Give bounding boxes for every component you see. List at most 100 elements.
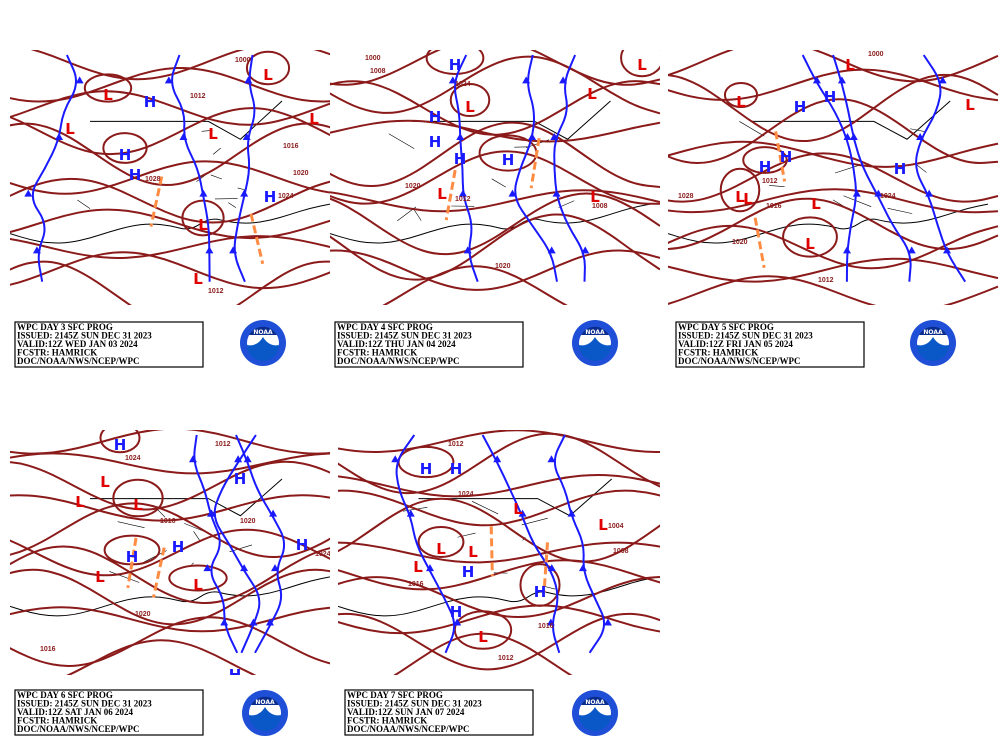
pressure-center: L <box>811 195 821 213</box>
border <box>90 100 283 140</box>
state-line <box>193 531 201 541</box>
isobar-ring <box>417 526 465 558</box>
pressure-center: H <box>420 460 433 478</box>
pressure-center: L <box>309 110 319 128</box>
pressure-center: H <box>114 436 127 454</box>
isobar-ring <box>112 478 164 518</box>
pressure-center: H <box>126 548 139 566</box>
pressure-center: L <box>513 500 523 518</box>
info-line: DOC/NOAA/NWS/NCEP/WPC <box>347 724 470 734</box>
isobar <box>338 497 660 563</box>
front-barb <box>508 189 517 197</box>
front-barb <box>849 133 858 140</box>
isobar-label: 1012 <box>455 196 471 203</box>
trough <box>529 137 541 189</box>
isobar-ring <box>519 563 561 607</box>
front-barb <box>943 246 952 254</box>
isobar-label: 1012 <box>762 178 778 185</box>
isobar-label: 1024 <box>315 551 331 558</box>
logo-top <box>251 696 279 705</box>
front-barb <box>493 455 502 463</box>
isobar-ring <box>83 73 133 103</box>
pressure-center: L <box>805 235 815 253</box>
pressure-center: H <box>296 536 309 554</box>
pressure-center: H <box>229 666 242 684</box>
state-line <box>769 185 785 188</box>
front-barb <box>938 76 947 84</box>
state-line <box>77 199 91 209</box>
state-line <box>915 163 927 173</box>
trough <box>149 176 164 227</box>
trough <box>774 131 787 182</box>
pressure-center: H <box>172 538 185 556</box>
info-line: VALID:12Z WED JAN 03 2024 <box>17 339 138 349</box>
pressure-center: H <box>119 146 132 164</box>
isobar <box>10 90 330 126</box>
pressure-center: H <box>449 56 462 74</box>
logo-text: NOAA <box>585 329 605 336</box>
front-barb <box>32 246 41 254</box>
isobar-ring <box>742 146 788 174</box>
pressure-center: L <box>133 496 143 514</box>
isobar-label: 1024 <box>278 193 294 200</box>
state-line <box>109 571 140 583</box>
front-barb <box>458 189 467 197</box>
border <box>418 478 613 517</box>
isobar <box>393 632 573 675</box>
pressure-center: L <box>100 473 110 491</box>
isobar-label: 1008 <box>370 68 386 75</box>
cold-front <box>915 54 967 283</box>
state-line <box>228 202 237 208</box>
front-barb <box>907 246 916 254</box>
pressure-center: L <box>468 543 478 561</box>
front-barb <box>205 246 214 254</box>
front-barb <box>220 618 229 626</box>
info-line: VALID:12Z FRI JAN 05 2024 <box>678 339 793 349</box>
isobar-label: 1012 <box>498 655 514 662</box>
isobar-label: 1004 <box>608 523 624 530</box>
isobar <box>10 251 330 290</box>
pressure-center: L <box>437 185 447 203</box>
isobar <box>382 265 568 305</box>
isobar <box>668 68 999 102</box>
front-barb <box>24 189 33 197</box>
isobar <box>338 576 660 618</box>
state-line <box>201 130 213 132</box>
info-line: DOC/NOAA/NWS/NCEP/WPC <box>678 356 801 366</box>
logo-top <box>919 326 947 335</box>
isobar-label: 1016 <box>538 623 554 630</box>
isobar-label: 1024 <box>455 81 471 88</box>
logo-wave <box>917 337 949 361</box>
cold-front <box>801 54 857 282</box>
front-barb <box>547 246 556 254</box>
cold-front <box>235 434 286 654</box>
pressure-center: L <box>103 86 113 104</box>
cold-front <box>481 434 561 654</box>
isobar <box>330 119 660 143</box>
isobar <box>330 213 660 281</box>
isobar-label: 1020 <box>293 170 309 177</box>
cold-front <box>31 54 77 282</box>
front-barb <box>243 455 252 463</box>
front-barb <box>843 133 852 140</box>
logo-text: NOAA <box>255 699 275 706</box>
isobar <box>338 430 660 454</box>
logo-top <box>581 326 609 335</box>
front-barb <box>837 76 846 84</box>
info-line: FCSTR: HAMRICK <box>17 348 97 358</box>
state-line <box>887 207 913 214</box>
trough <box>753 217 766 268</box>
info-line: DOC/NOAA/NWS/NCEP/WPC <box>17 356 140 366</box>
pressure-center: H <box>234 470 247 488</box>
trough <box>249 213 265 265</box>
isobar <box>330 192 660 256</box>
state-line <box>457 532 476 538</box>
logo-wave <box>249 707 281 731</box>
isobar-ring <box>425 50 485 75</box>
cold-front <box>553 434 606 654</box>
isobar <box>66 639 257 675</box>
pressure-center: H <box>429 108 442 126</box>
info-line: VALID:12Z THU JAN 04 2024 <box>337 339 456 349</box>
